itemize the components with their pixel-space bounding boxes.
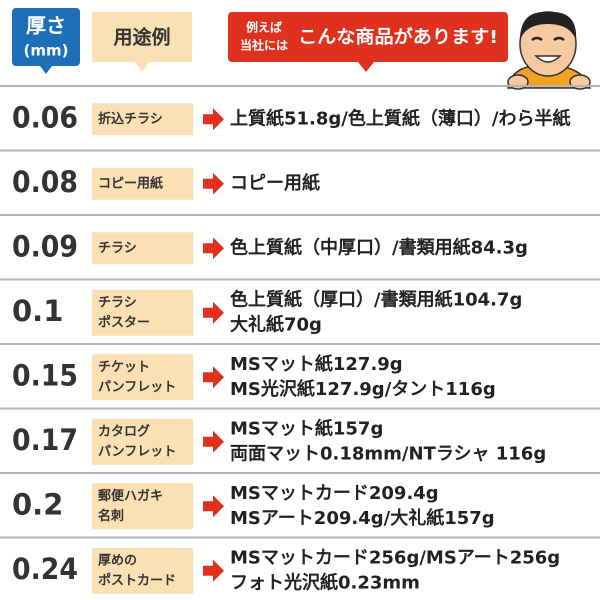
thickness: 0.2 bbox=[12, 487, 63, 521]
thickness: 0.24 bbox=[12, 552, 78, 586]
banner-small: 例えば bbox=[246, 20, 282, 35]
pointer bbox=[135, 62, 149, 72]
banner-small: 当社には bbox=[240, 38, 288, 53]
product: 色上質紙（厚口）/書類用紙104.7g bbox=[230, 288, 522, 310]
arrow bbox=[203, 237, 224, 260]
thickness: 0.08 bbox=[12, 165, 78, 199]
thickness-header: 厚さ bbox=[26, 14, 66, 38]
pointer bbox=[40, 66, 52, 74]
banner bbox=[228, 12, 508, 62]
product: コピー用紙 bbox=[230, 172, 320, 194]
thickness: 0.09 bbox=[12, 229, 78, 263]
pointer bbox=[358, 62, 374, 72]
usage-header: 用途例 bbox=[113, 26, 170, 49]
banner-main: こんな商品があります! bbox=[298, 26, 498, 48]
usage-box bbox=[92, 547, 193, 594]
usage: 郵便ハガキ bbox=[98, 488, 163, 504]
usage: チケット bbox=[98, 360, 150, 375]
thickness: 0.15 bbox=[12, 358, 78, 392]
thickness-header-box bbox=[12, 8, 80, 66]
product: 上質紙51.8g/色上質紙（薄口）/わら半紙 bbox=[230, 107, 570, 129]
arrow bbox=[203, 495, 224, 518]
product: フォト光沢紙0.23mm bbox=[230, 571, 420, 593]
product: 色上質紙（中厚口）/書類用紙84.3g bbox=[230, 236, 528, 258]
usage: チラシ bbox=[98, 295, 137, 310]
arrow bbox=[203, 559, 224, 582]
usage: パンフレット bbox=[98, 444, 176, 459]
usage-box bbox=[92, 289, 193, 336]
usage-box bbox=[92, 232, 193, 265]
usage: 名刺 bbox=[98, 508, 124, 524]
product: MSアート209.4g/大礼紙157g bbox=[230, 507, 495, 529]
thickness: 0.17 bbox=[12, 423, 78, 457]
product: MSマットカード209.4g bbox=[230, 483, 439, 504]
product: MSマット紙127.9g bbox=[230, 353, 403, 375]
product: MSマット紙157g bbox=[230, 417, 383, 439]
thickness: 0.1 bbox=[12, 294, 63, 328]
arrow bbox=[203, 108, 224, 131]
usage-header-box bbox=[92, 12, 192, 62]
usage: チラシ bbox=[98, 241, 137, 256]
usage-box bbox=[92, 483, 193, 530]
usage: ポスター bbox=[98, 314, 150, 330]
thickness-unit: (mm) bbox=[24, 42, 69, 60]
usage: パンフレット bbox=[98, 380, 176, 395]
product: 大礼紙70g bbox=[230, 313, 322, 335]
usage-box bbox=[92, 167, 193, 200]
product: MSマットカード256g/MSアート256g bbox=[230, 547, 560, 568]
arrow bbox=[203, 366, 224, 389]
usage-box bbox=[92, 354, 193, 401]
arrow bbox=[203, 301, 224, 324]
usage: コピー用紙 bbox=[98, 175, 163, 191]
usage: 折込チラシ bbox=[98, 111, 163, 127]
usage: ポストカード bbox=[98, 572, 176, 588]
product: MS光沢紙127.9g/タント116g bbox=[230, 378, 496, 400]
arrow bbox=[203, 172, 224, 195]
thickness: 0.06 bbox=[12, 100, 78, 134]
usage: カタログ bbox=[98, 423, 150, 439]
usage: 厚めの bbox=[98, 552, 137, 568]
usage-box bbox=[92, 103, 193, 136]
arrow bbox=[203, 430, 224, 453]
product: 両面マット0.18mm/NTラシャ 116g bbox=[230, 443, 546, 464]
usage-box bbox=[92, 418, 193, 465]
